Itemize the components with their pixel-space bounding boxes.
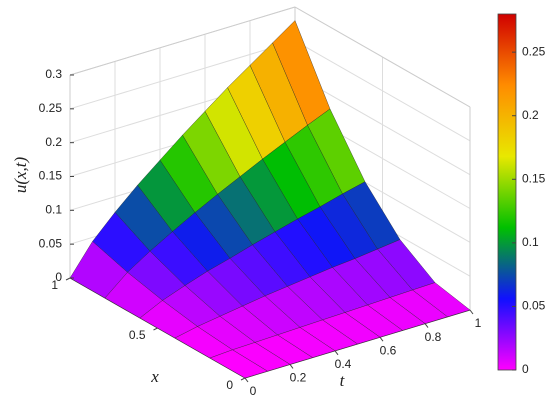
z-tick-label: 0.25: [39, 101, 63, 115]
z-axis-label: u(x,t): [11, 156, 30, 193]
y-axis-label: t: [340, 371, 346, 390]
y-tick-label: 1: [475, 316, 482, 330]
x-tick: [240, 377, 246, 381]
y-tick: [424, 323, 429, 328]
x-tick-label: 0.5: [129, 328, 146, 342]
surface-patch: [209, 349, 269, 379]
colorbar-tick-label: 0: [522, 362, 529, 376]
surface: [69, 20, 471, 379]
z-tick-label: 0.2: [45, 135, 62, 149]
z-tick-label: 0.1: [45, 203, 62, 217]
y-tick-label: 0.8: [425, 330, 442, 344]
y-tick-label: 0: [250, 384, 257, 398]
z-tick-label: 0.05: [39, 236, 63, 250]
y-tick-label: 0.6: [380, 343, 397, 357]
colorbar-tick-label: 0.2: [522, 108, 539, 122]
y-tick: [469, 309, 474, 315]
y-tick: [334, 350, 339, 356]
colorbar-tick-label: 0.15: [522, 171, 546, 185]
axis-box: [69, 6, 296, 76]
y-tick: [379, 336, 384, 342]
z-tick-label: 0: [55, 270, 62, 284]
x-tick-label: 1: [51, 278, 58, 292]
colorbar-tick-label: 0.25: [522, 44, 546, 58]
y-tick-label: 0.4: [335, 357, 352, 371]
y-tick: [289, 364, 294, 369]
x-tick-label: 0: [226, 378, 233, 392]
y-tick-label: 0.2: [290, 371, 307, 385]
x-tick: [153, 327, 158, 331]
colorbar-tick-label: 0.05: [522, 299, 546, 313]
x-axis-label: x: [150, 367, 159, 386]
colorbar: [497, 13, 517, 371]
z-tick-label: 0.3: [45, 67, 62, 81]
axis-box: [294, 6, 471, 108]
grid-line: [69, 40, 296, 110]
z-tick-label: 0.15: [39, 169, 63, 183]
colorbar-tick-label: 0.1: [522, 235, 539, 249]
y-tick: [244, 377, 249, 383]
x-tick: [65, 277, 71, 281]
